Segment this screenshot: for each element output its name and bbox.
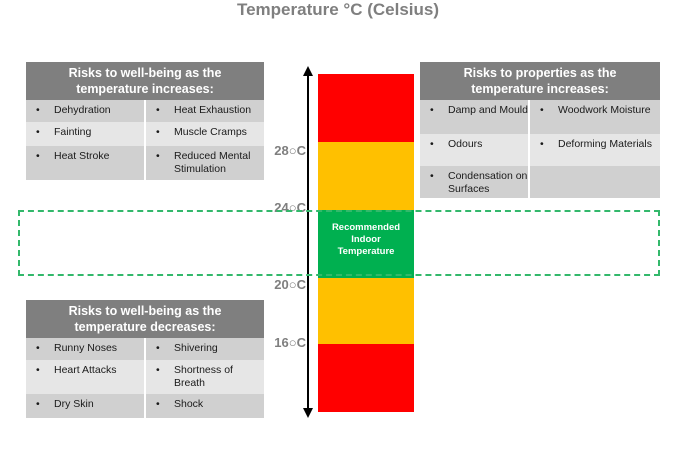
- panel-heading: Risks to properties as the temperature i…: [420, 62, 660, 100]
- bar-segment-hot: [318, 74, 414, 142]
- bar-segment-cool: [318, 278, 414, 344]
- heading-line: temperature increases:: [471, 82, 609, 96]
- list-item: • Damp and Mould: [420, 100, 528, 134]
- list-item: • Reduced Mental Stimulation: [146, 146, 264, 180]
- diagram-title: Temperature °C (Celsius): [236, 0, 440, 19]
- list-item: • Shock: [146, 394, 264, 418]
- tick-label-16: 16○C: [274, 335, 306, 350]
- recommended-line-1: Recommended: [331, 222, 401, 233]
- list-item: • Heart Attacks: [26, 360, 144, 394]
- panel-heading: Risks to well-being as the temperature d…: [26, 300, 264, 338]
- bar-segment-cold: [318, 344, 414, 412]
- list-item: • Condensation on Surfaces: [420, 166, 528, 198]
- heading-line: Risks to properties as the: [463, 66, 617, 80]
- list-item: • Dry Skin: [26, 394, 144, 418]
- recommended-line-3: Temperature: [337, 246, 395, 257]
- temperature-arrow-icon: [303, 66, 313, 418]
- list-item: • Dehydration: [26, 100, 144, 122]
- heading-line: temperature decreases:: [74, 320, 216, 334]
- list-item: • Muscle Cramps: [146, 122, 264, 146]
- bar-segment-recommended: [318, 210, 414, 278]
- tick-label-20: 20○C: [274, 277, 306, 292]
- list-item: • Shivering: [146, 338, 264, 360]
- panel-properties-increase: Risks to properties as the temperature i…: [420, 62, 660, 198]
- heading-line: temperature increases:: [76, 82, 214, 96]
- list-item: • Fainting: [26, 122, 144, 146]
- panel-heading: Risks to well-being as the temperature i…: [26, 62, 264, 100]
- panel-wellbeing-decrease: Risks to well-being as the temperature d…: [26, 300, 264, 418]
- tick-label-28: 28○C: [274, 143, 306, 158]
- bar-segment-warm: [318, 142, 414, 210]
- recommended-line-2: Indoor: [351, 234, 381, 245]
- recommended-label: Recommended Indoor Temperature: [318, 222, 414, 258]
- heading-line: Risks to well-being as the: [68, 304, 222, 318]
- list-item: • Heat Stroke: [26, 146, 144, 180]
- list-item: • Odours: [420, 134, 528, 166]
- heading-line: Risks to well-being as the: [68, 66, 222, 80]
- list-item: • Runny Noses: [26, 338, 144, 360]
- recommended-band-outline: [18, 210, 660, 276]
- list-item: • Shortness of Breath: [146, 360, 264, 394]
- list-item-empty: [530, 166, 660, 198]
- panel-wellbeing-increase: Risks to well-being as the temperature i…: [26, 62, 264, 180]
- list-item: • Heat Exhaustion: [146, 100, 264, 122]
- list-item: • Woodwork Moisture: [530, 100, 660, 134]
- list-item: • Deforming Materials: [530, 134, 660, 166]
